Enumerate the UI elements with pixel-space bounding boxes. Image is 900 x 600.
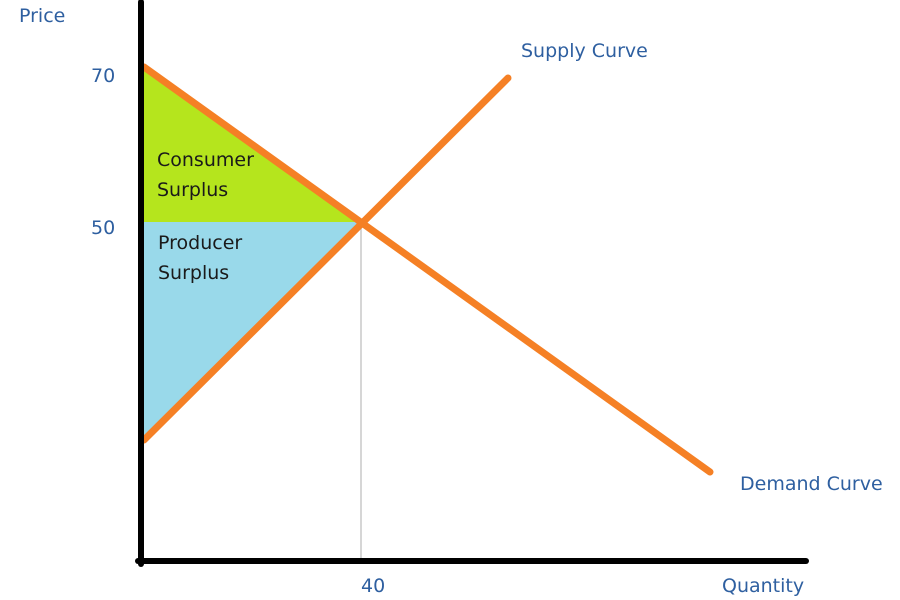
supply-curve-label: Supply Curve (521, 40, 648, 62)
consumer-surplus-label-line1: Consumer (157, 149, 254, 171)
consumer-surplus-label: Consumer Surplus (157, 145, 254, 205)
producer-surplus-label-line2: Surplus (158, 262, 230, 284)
demand-curve-label: Demand Curve (740, 473, 883, 495)
y-axis-label: Price (19, 5, 66, 27)
consumer-surplus-label-line2: Surplus (157, 179, 229, 201)
x-tick-40: 40 (361, 575, 386, 597)
y-tick-50: 50 (91, 217, 116, 239)
demand-curve-line (140, 63, 714, 476)
producer-surplus-label: Producer Surplus (158, 228, 242, 288)
supply-curve-line (140, 74, 512, 444)
y-tick-70: 70 (91, 65, 116, 87)
x-axis-label: Quantity (722, 575, 805, 597)
producer-surplus-label-line1: Producer (158, 232, 243, 254)
